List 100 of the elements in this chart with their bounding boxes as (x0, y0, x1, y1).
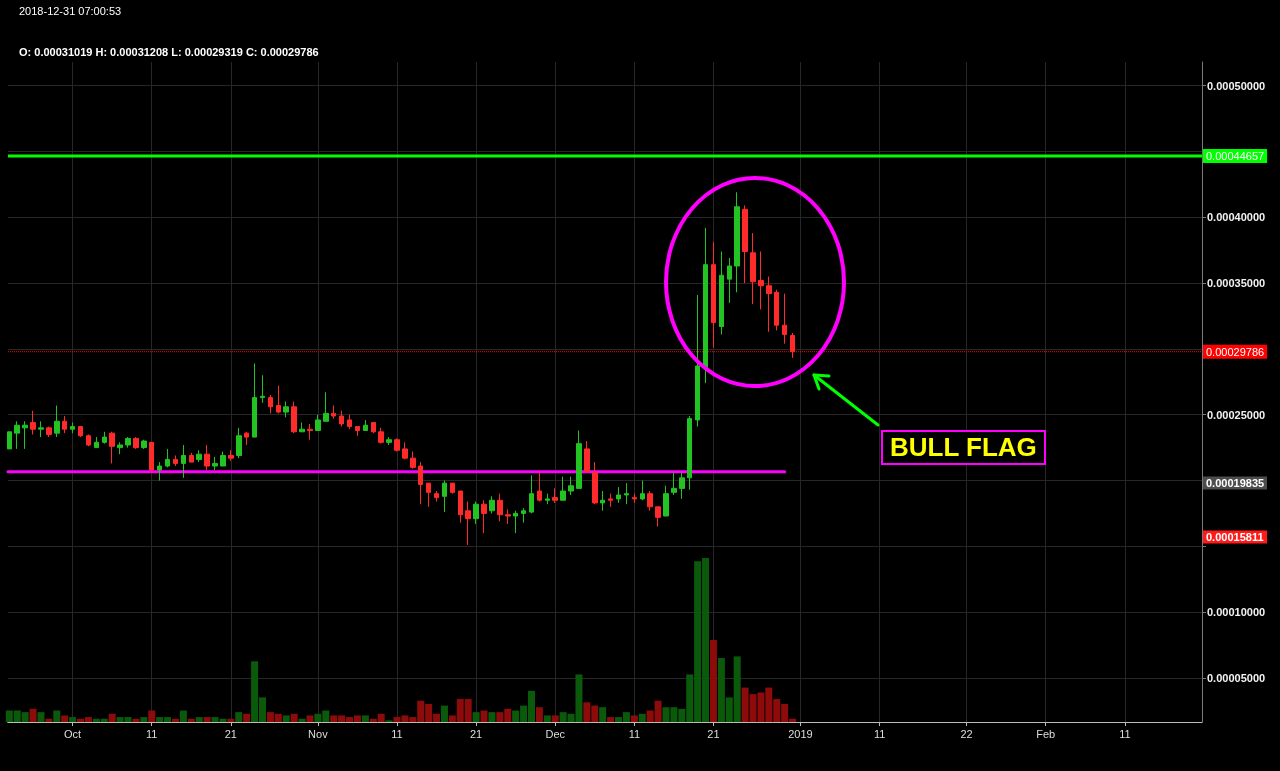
candlestick (212, 456, 218, 471)
candlestick (592, 461, 598, 505)
bar (472, 712, 480, 722)
bar (187, 718, 195, 722)
bar (45, 718, 53, 722)
x-tick-label: Feb (1036, 727, 1056, 740)
candlestick (339, 410, 344, 428)
candlestick (94, 436, 99, 449)
candlestick (766, 276, 772, 333)
bar (171, 718, 179, 722)
candlestick (117, 441, 123, 455)
bar (53, 710, 61, 722)
candlestick (727, 257, 732, 304)
candlestick (497, 493, 503, 522)
x-tick-label: 11 (873, 727, 886, 740)
bar (488, 712, 496, 722)
candlestick (719, 251, 724, 335)
candlestick (521, 507, 526, 524)
bar (29, 708, 37, 722)
bar (108, 713, 116, 722)
candlestick (750, 232, 756, 305)
candlestick (30, 410, 36, 435)
candlestick (687, 415, 692, 491)
bar (306, 715, 314, 722)
candlestick (481, 499, 487, 534)
candlestick (22, 420, 28, 450)
x-tick-label: 21 (469, 727, 483, 740)
candlestick (355, 426, 360, 437)
x-tick-label: 11 (628, 727, 641, 740)
candlestick (181, 444, 186, 479)
candlestick (742, 204, 748, 284)
bar (480, 710, 488, 722)
bar (535, 707, 543, 722)
candlestick (679, 472, 685, 500)
candlestick (758, 251, 764, 310)
text: 0.00019835 (1203, 476, 1268, 490)
candlestick (189, 452, 194, 463)
candlestick (363, 419, 368, 431)
candlestick (529, 474, 534, 514)
candlestick (86, 433, 91, 447)
candlestick (418, 461, 423, 505)
candlestick (173, 455, 178, 467)
bar (638, 713, 646, 722)
bar (179, 710, 187, 722)
candlestick (62, 415, 67, 434)
candlestick (560, 476, 566, 501)
candlestick (394, 437, 400, 453)
candlestick (70, 422, 75, 434)
candlestick (307, 423, 313, 441)
candlestick (513, 510, 518, 534)
candlestick (640, 480, 645, 501)
text: 0.00015811 (1203, 530, 1267, 544)
bar (69, 717, 77, 722)
candlestick (442, 480, 447, 513)
candlestick (600, 490, 605, 512)
candlestick (695, 294, 700, 428)
candlestick (347, 414, 352, 430)
candlestick (244, 431, 249, 446)
bar (551, 715, 559, 722)
candlestick (790, 332, 795, 359)
ref-line-label: 0.00029786 (1206, 345, 1265, 358)
candlestick (608, 493, 613, 508)
bar (282, 715, 290, 722)
candlestick (655, 506, 661, 528)
candlestick (236, 427, 242, 459)
x-tick-label: 11 (391, 727, 403, 740)
bar (227, 718, 235, 722)
candlestick (473, 501, 479, 525)
bar (709, 640, 717, 722)
y-tick-label: 0.00005000 (1207, 671, 1266, 684)
x-tick-label: 2019 (788, 727, 813, 740)
candlestick (283, 401, 289, 418)
candlestick (7, 431, 12, 450)
x-tick-label: 11 (1119, 727, 1131, 740)
candlestick (323, 391, 329, 422)
candlestick (703, 227, 708, 384)
x-tick-label: 21 (224, 727, 237, 740)
y-tick-label: 0.00010000 (1207, 606, 1266, 619)
candlestick (102, 431, 107, 445)
candlestick (268, 394, 273, 414)
candlestick (291, 401, 297, 434)
bar (203, 717, 211, 722)
candlestick (46, 426, 52, 438)
x-tick-label: Oct (64, 727, 82, 740)
candlestick (568, 476, 574, 496)
x-tick-label: Dec (545, 727, 566, 740)
bar (132, 718, 140, 722)
candlestick (299, 422, 305, 433)
ref-line-label: 0.00044657 (1206, 150, 1265, 163)
candlestick (782, 293, 787, 345)
candlestick (378, 427, 384, 445)
candlestick (125, 436, 131, 449)
candlestick (458, 490, 463, 524)
candlestick (331, 404, 336, 420)
bar (243, 713, 251, 722)
candlestick (38, 420, 44, 438)
candlestick (276, 385, 281, 414)
candlestick (260, 374, 265, 404)
candlestick (165, 448, 170, 468)
candlestick (426, 482, 431, 508)
